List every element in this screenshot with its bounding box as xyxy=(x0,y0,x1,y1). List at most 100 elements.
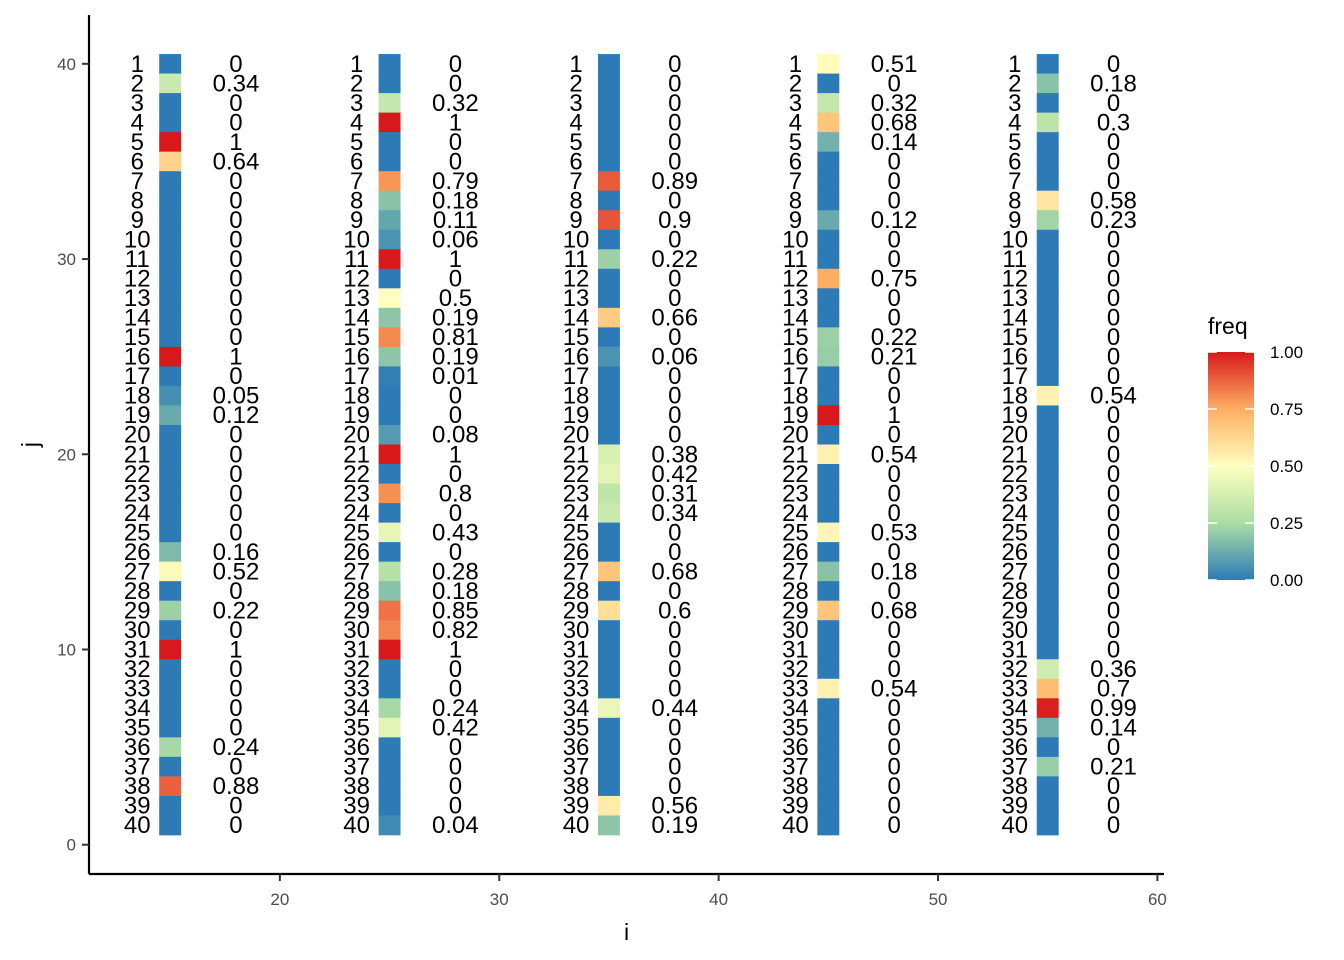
row-index-label: 33 xyxy=(782,676,809,703)
freq-value-label: 0.79 xyxy=(432,168,479,195)
freq-value-label: 0.06 xyxy=(432,227,479,254)
row-index-label: 10 xyxy=(124,227,151,254)
heatmap-tile xyxy=(1036,151,1059,172)
freq-value-label: 0.54 xyxy=(1090,383,1137,410)
freq-value-label: 0 xyxy=(887,363,900,390)
row-index-label: 8 xyxy=(569,187,582,214)
heatmap-tile xyxy=(378,639,401,660)
heatmap-tile xyxy=(378,542,401,563)
freq-value-label: 0 xyxy=(229,676,242,703)
freq-value-label: 0 xyxy=(449,656,462,683)
heatmap-tile xyxy=(817,327,840,348)
heatmap-tile xyxy=(1036,229,1059,250)
freq-value-label: 0 xyxy=(1107,441,1120,468)
row-index-label: 33 xyxy=(124,676,151,703)
row-index-label: 20 xyxy=(782,422,809,449)
row-index-label: 26 xyxy=(124,539,151,566)
heatmap-tile xyxy=(1036,756,1059,777)
row-index-label: 28 xyxy=(124,578,151,605)
freq-value-label: 0 xyxy=(449,676,462,703)
heatmap-tile xyxy=(597,561,620,582)
freq-value-label: 0 xyxy=(229,109,242,136)
freq-value-label: 0.06 xyxy=(651,344,698,371)
heatmap-tile xyxy=(159,444,182,465)
heatmap-tile xyxy=(597,698,620,719)
freq-value-label: 0 xyxy=(668,578,681,605)
freq-value-label: 0.56 xyxy=(651,793,698,820)
freq-value-label: 0.53 xyxy=(871,519,918,546)
legend-tick-label: 0.50 xyxy=(1270,457,1303,476)
legend: freq 0.00 0.25 0.50 0.75 1.00 xyxy=(1208,313,1303,590)
heatmap-tile xyxy=(378,717,401,738)
row-index-label: 11 xyxy=(564,246,589,273)
heatmap-tile xyxy=(1036,112,1059,133)
heatmap-tile xyxy=(1036,776,1059,797)
heatmap-tile xyxy=(817,424,840,445)
heatmap-tile xyxy=(597,717,620,738)
freq-value-label: 0.51 xyxy=(871,51,918,78)
freq-value-label: 0.19 xyxy=(432,344,479,371)
heatmap-tile xyxy=(1036,717,1059,738)
row-index-label: 39 xyxy=(782,793,809,820)
freq-value-label: 0 xyxy=(449,773,462,800)
row-index-label: 20 xyxy=(1001,422,1028,449)
freq-value-label: 0 xyxy=(449,754,462,781)
heatmap-tile xyxy=(159,190,182,211)
heatmap-tile xyxy=(378,464,401,484)
freq-value-label: 1 xyxy=(229,636,242,663)
row-index-label: 1 xyxy=(1008,51,1021,78)
row-index-label: 32 xyxy=(124,656,151,683)
row-index-label: 33 xyxy=(343,676,370,703)
freq-value-label: 0 xyxy=(668,715,681,742)
row-index-label: 24 xyxy=(563,500,590,527)
heatmap-tile xyxy=(1036,600,1059,621)
freq-value-label: 0 xyxy=(668,227,681,254)
row-index-label: 10 xyxy=(563,227,590,254)
freq-value-label: 0 xyxy=(887,754,900,781)
row-index-label: 32 xyxy=(563,656,590,683)
freq-value-label: 0 xyxy=(229,715,242,742)
freq-value-label: 0 xyxy=(668,676,681,703)
freq-value-label: 0.38 xyxy=(651,441,698,468)
x-tick-label: 20 xyxy=(270,890,289,909)
heatmap-tile xyxy=(159,698,182,719)
heatmap-tile xyxy=(597,620,620,641)
freq-value-label: 0.66 xyxy=(651,305,698,332)
freq-value-label: 0 xyxy=(1107,363,1120,390)
heatmap-tile xyxy=(1036,483,1059,504)
row-index-label: 22 xyxy=(1001,461,1028,488)
heatmap-tile xyxy=(378,405,401,426)
row-index-label: 17 xyxy=(563,363,590,390)
heatmap-tile xyxy=(378,581,401,602)
freq-value-label: 0.12 xyxy=(871,207,918,234)
row-index-label: 10 xyxy=(343,227,370,254)
row-index-label: 11 xyxy=(125,246,150,273)
heatmap-tile xyxy=(817,288,840,309)
heatmap-tile xyxy=(159,73,182,94)
freq-value-label: 0 xyxy=(887,168,900,195)
freq-value-label: 0 xyxy=(1107,266,1120,293)
freq-value-label: 0 xyxy=(449,51,462,78)
freq-value-label: 0 xyxy=(887,500,900,527)
heatmap-tile xyxy=(159,795,182,816)
x-tick-label: 30 xyxy=(490,890,509,909)
heatmap-tile xyxy=(378,54,401,74)
row-index-label: 2 xyxy=(131,70,144,97)
row-index-label: 34 xyxy=(782,695,809,722)
legend-tick-label: 0.25 xyxy=(1270,514,1303,533)
freq-value-label: 0 xyxy=(1107,305,1120,332)
row-index-label: 39 xyxy=(563,793,590,820)
heatmap-tile xyxy=(378,190,401,211)
freq-value-label: 0.11 xyxy=(433,207,478,234)
row-index-label: 38 xyxy=(124,773,151,800)
freq-value-label: 0.22 xyxy=(651,246,698,273)
freq-value-label: 0 xyxy=(449,793,462,820)
heatmap-tile xyxy=(1036,366,1059,387)
row-index-label: 8 xyxy=(131,187,144,214)
heatmap-tile xyxy=(378,171,401,192)
row-index-label: 5 xyxy=(789,129,802,156)
y-tick-label: 30 xyxy=(57,250,76,269)
heatmap-tile xyxy=(378,795,401,816)
freq-value-label: 0 xyxy=(1107,227,1120,254)
heatmap-tile xyxy=(597,327,620,348)
